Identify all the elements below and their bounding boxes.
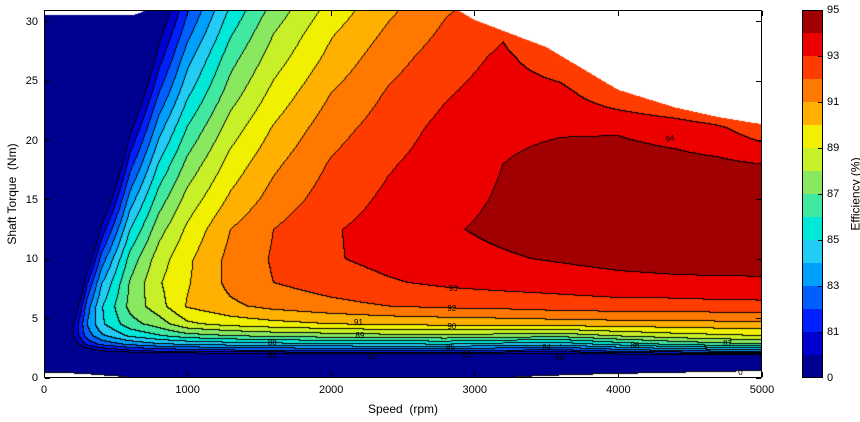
x-tick-mark (617, 372, 619, 377)
colorbar-segment (802, 194, 823, 217)
contour-label: 84 (542, 343, 552, 353)
y-tick-label: 0 (31, 372, 38, 384)
y-axis-label: Shaft Torque (Nm) (5, 143, 19, 245)
colorbar-tick-label: 91 (827, 96, 840, 108)
y-tick-mark-right (756, 140, 761, 142)
colorbar-segment (802, 10, 823, 33)
contour-label: 90 (447, 321, 457, 331)
x-tick-label: 2000 (318, 384, 344, 396)
colorbar-segment (802, 286, 823, 309)
colorbar-tick-label: 89 (827, 142, 840, 154)
colorbar-segment (802, 240, 823, 263)
colorbar-segment (802, 56, 823, 79)
y-tick-mark-right (756, 258, 761, 260)
colorbar-tick-mark (818, 285, 822, 287)
x-tick-label: 3000 (462, 384, 488, 396)
colorbar-tick-label: 93 (827, 50, 840, 62)
plot-area (44, 10, 762, 378)
y-tick-mark (45, 80, 50, 82)
colorbar-tick-mark (818, 331, 822, 333)
colorbar-segment (802, 332, 823, 355)
colorbar-tick-mark (818, 55, 822, 57)
colorbar-segment (802, 79, 823, 102)
x-tick-mark (43, 372, 45, 377)
contour-label: 85 (445, 342, 455, 352)
colorbar (802, 10, 823, 378)
x-tick-mark-top (187, 11, 189, 16)
colorbar-label: Efficiency (%) (849, 157, 860, 231)
colorbar-segments (802, 10, 823, 378)
y-tick-label: 10 (25, 253, 38, 266)
y-tick-mark-right (756, 80, 761, 82)
colorbar-segment (802, 171, 823, 194)
colorbar-segment (802, 355, 823, 378)
y-tick-mark (45, 258, 50, 260)
x-tick-mark-top (43, 11, 45, 16)
contour-label: 82 (368, 352, 378, 362)
y-tick-mark-right (756, 377, 761, 379)
x-tick-label: 1000 (175, 384, 200, 396)
contour-label: 91 (354, 318, 363, 328)
x-axis-label: Speed (rpm) (367, 402, 439, 416)
y-tick-mark (45, 140, 50, 142)
colorbar-segment (802, 148, 823, 171)
y-tick-mark (45, 377, 50, 379)
colorbar-segment (802, 309, 823, 332)
x-tick-mark (761, 372, 763, 377)
contour-label: 87 (723, 339, 732, 349)
contour-label: 80 (555, 352, 564, 362)
x-tick-mark (330, 372, 332, 377)
y-tick-mark-right (756, 199, 761, 201)
colorbar-segment (802, 263, 823, 286)
colorbar-segment (802, 125, 823, 148)
colorbar-tick-label: 81 (827, 326, 840, 338)
x-tick-label: 5000 (749, 384, 775, 396)
contour-label: 88 (267, 337, 277, 347)
contour-label: 81 (462, 350, 472, 360)
colorbar-segment (802, 102, 823, 125)
colorbar-tick-label: 0 (827, 372, 834, 384)
y-tick-label: 15 (25, 193, 38, 206)
colorbar-tick-label: 87 (827, 188, 840, 200)
y-tick-label: 5 (31, 312, 38, 325)
y-tick-mark (45, 318, 50, 320)
colorbar-tick-label: 85 (827, 234, 840, 246)
colorbar-segment (802, 33, 823, 56)
contour-label: 86 (630, 340, 640, 350)
x-tick-mark (187, 372, 189, 377)
y-tick-mark (45, 21, 50, 23)
contour-label: 83 (267, 351, 277, 361)
contour-label: 92 (447, 303, 457, 313)
x-tick-label: 0 (40, 384, 48, 396)
contour-label: 89 (355, 330, 365, 340)
y-tick-label: 30 (25, 15, 38, 28)
colorbar-tick-label: 83 (827, 280, 840, 292)
contour-label: 93 (448, 283, 458, 293)
contour-canvas (44, 10, 762, 378)
x-tick-mark-top (474, 11, 476, 16)
colorbar-tick-label: 95 (827, 4, 840, 16)
x-tick-mark-top (761, 11, 763, 16)
x-tick-mark-top (617, 11, 619, 16)
x-tick-mark-top (330, 11, 332, 16)
y-tick-mark-right (756, 318, 761, 320)
colorbar-tick-mark (818, 101, 822, 103)
y-tick-label: 25 (25, 75, 38, 88)
contour-label: 0 (738, 368, 743, 378)
x-tick-label: 4000 (606, 384, 631, 396)
colorbar-tick-mark (818, 193, 822, 195)
colorbar-tick-mark (818, 239, 822, 241)
colorbar-tick-mark (818, 147, 822, 149)
y-tick-label: 20 (25, 134, 38, 147)
y-tick-mark (45, 199, 50, 201)
y-tick-mark-right (756, 21, 761, 23)
x-tick-mark (474, 372, 476, 377)
colorbar-label-wrap: Efficiency (%) (847, 10, 860, 378)
colorbar-segment (802, 217, 823, 240)
